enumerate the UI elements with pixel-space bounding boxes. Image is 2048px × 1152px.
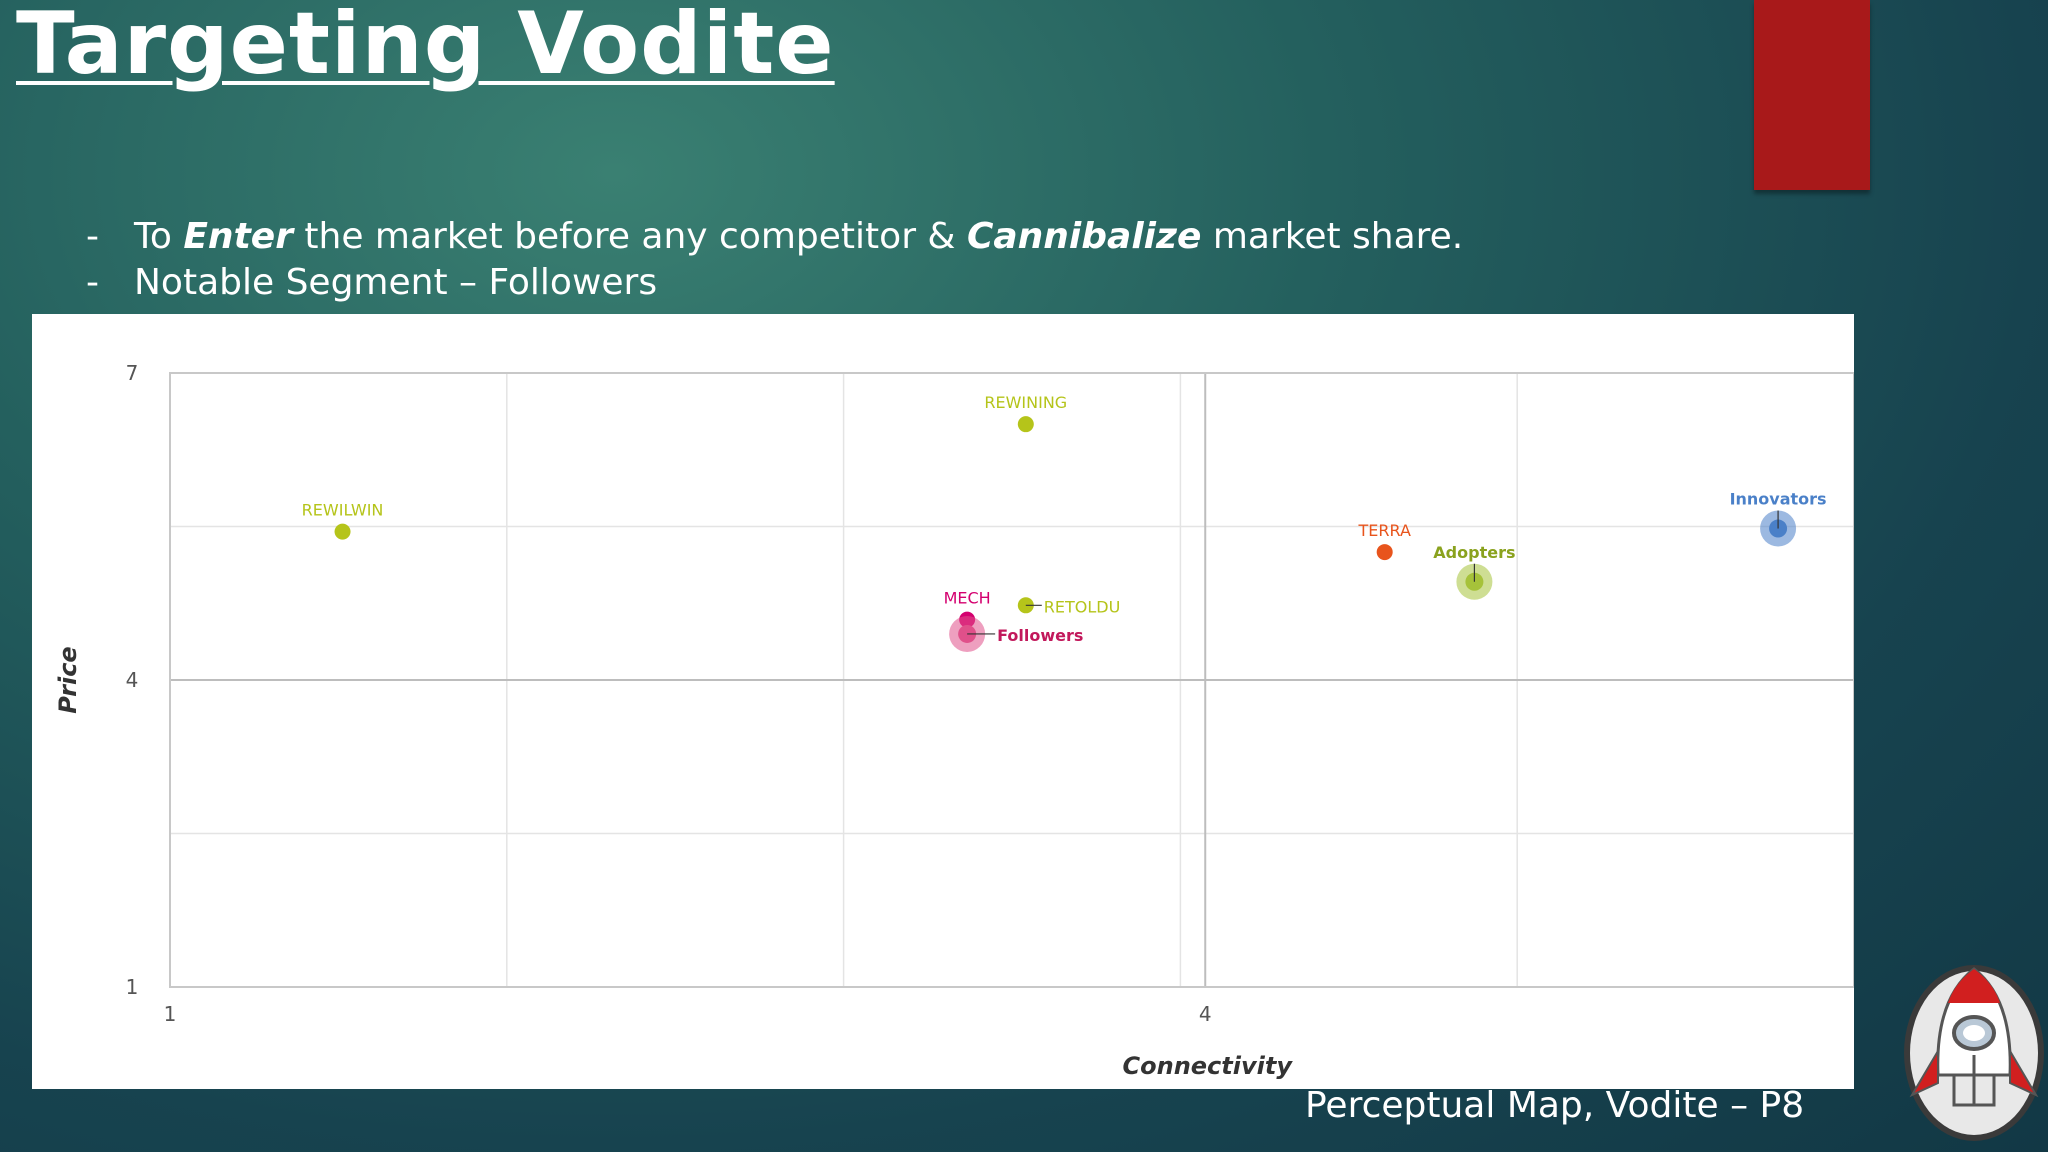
product-point-terra: [1376, 544, 1393, 561]
product-point-rewining: [1017, 416, 1034, 433]
rocket-icon: [1904, 965, 2044, 1141]
bullet-text: To Enter the market before any competito…: [134, 214, 1463, 260]
bullet-emphasis-enter: Enter: [183, 216, 293, 257]
point-label-adopters: Adopters: [1433, 543, 1515, 562]
perceptual-map-panel: 1 4 7 1 4 Connectivity Price REWILWIN REWINING ME…: [32, 314, 1854, 1089]
y-tick-label: 1: [126, 975, 139, 999]
bullet-text-part: To: [134, 216, 184, 257]
bullet-list: - To Enter the market before any competi…: [86, 214, 1463, 306]
y-tick-label: 4: [126, 668, 139, 692]
accent-bar: [1754, 0, 1870, 190]
plot-frame: [169, 372, 1854, 988]
y-tick-label: 7: [126, 361, 139, 385]
x-tick-label: 1: [164, 1002, 177, 1026]
bullet-dash: -: [86, 216, 99, 257]
point-label-followers: Followers: [997, 626, 1083, 645]
bullet-emphasis-cannibalize: Cannibalize: [966, 216, 1202, 257]
bullet-item: - To Enter the market before any competi…: [86, 214, 1463, 260]
y-axis-title: Price: [54, 646, 82, 713]
point-label-mech: MECH: [944, 589, 991, 608]
point-label-terra: TERRA: [1357, 521, 1410, 540]
bullet-item: - Notable Segment – Followers: [86, 260, 1463, 306]
point-label-rewining: REWINING: [984, 393, 1067, 412]
point-label-innovators: Innovators: [1730, 490, 1827, 509]
slide-title: Targeting Vodite: [16, 0, 835, 94]
bullet-text-part: the market before any competitor &: [292, 216, 967, 257]
bullet-text-part: market share.: [1201, 216, 1464, 257]
bullet-text: Notable Segment – Followers: [134, 262, 658, 303]
perceptual-map-chart: 1 4 7 1 4 Connectivity Price REWILWIN REWINING ME…: [54, 361, 1854, 1080]
product-point-retoldu: [1017, 597, 1034, 614]
slide-caption: Perceptual Map, Vodite – P8: [1305, 1085, 1805, 1126]
point-label-retoldu: RETOLDU: [1044, 597, 1121, 616]
bullet-dash: -: [86, 262, 99, 303]
product-point-rewilwin: [334, 523, 351, 540]
point-label-rewilwin: REWILWIN: [302, 501, 384, 520]
x-tick-label: 4: [1199, 1002, 1212, 1026]
x-axis-title: Connectivity: [1123, 1052, 1294, 1080]
